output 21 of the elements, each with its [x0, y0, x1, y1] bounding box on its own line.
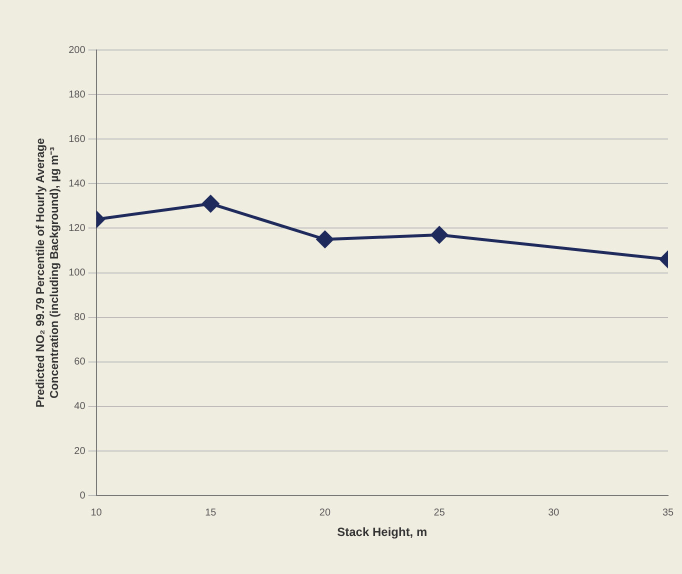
x-tick-label: 25 [434, 507, 446, 518]
y-tick-label: 120 [68, 222, 86, 234]
y-tick-label: 140 [68, 178, 86, 190]
x-tick-label: 20 [319, 507, 331, 518]
y-tick-label: 100 [68, 268, 86, 279]
x-tick-label: 30 [548, 507, 560, 518]
point [316, 230, 334, 248]
y-tick-label: 200 [68, 44, 86, 56]
y-tick-label: 20 [74, 446, 86, 457]
x-tick-label: 10 [90, 507, 102, 518]
y-tick-label: 0 [80, 490, 86, 502]
x-tick-label: 35 [662, 507, 674, 518]
y-tick-label: 60 [74, 356, 86, 368]
y-tick-label: 80 [74, 312, 86, 324]
y-tick-label: 40 [74, 401, 86, 412]
x-tick-label: 15 [205, 507, 217, 518]
y-tick-label: 180 [68, 89, 86, 100]
x-axis-title: Stack Height, m [337, 525, 428, 540]
y-axis-title: Predicted NO₂ 99.79 Percentile of Hourly Average Concentration (including Background), µg m⁻³ [35, 138, 61, 408]
point [430, 226, 448, 244]
y-tick-label: 160 [68, 134, 86, 145]
